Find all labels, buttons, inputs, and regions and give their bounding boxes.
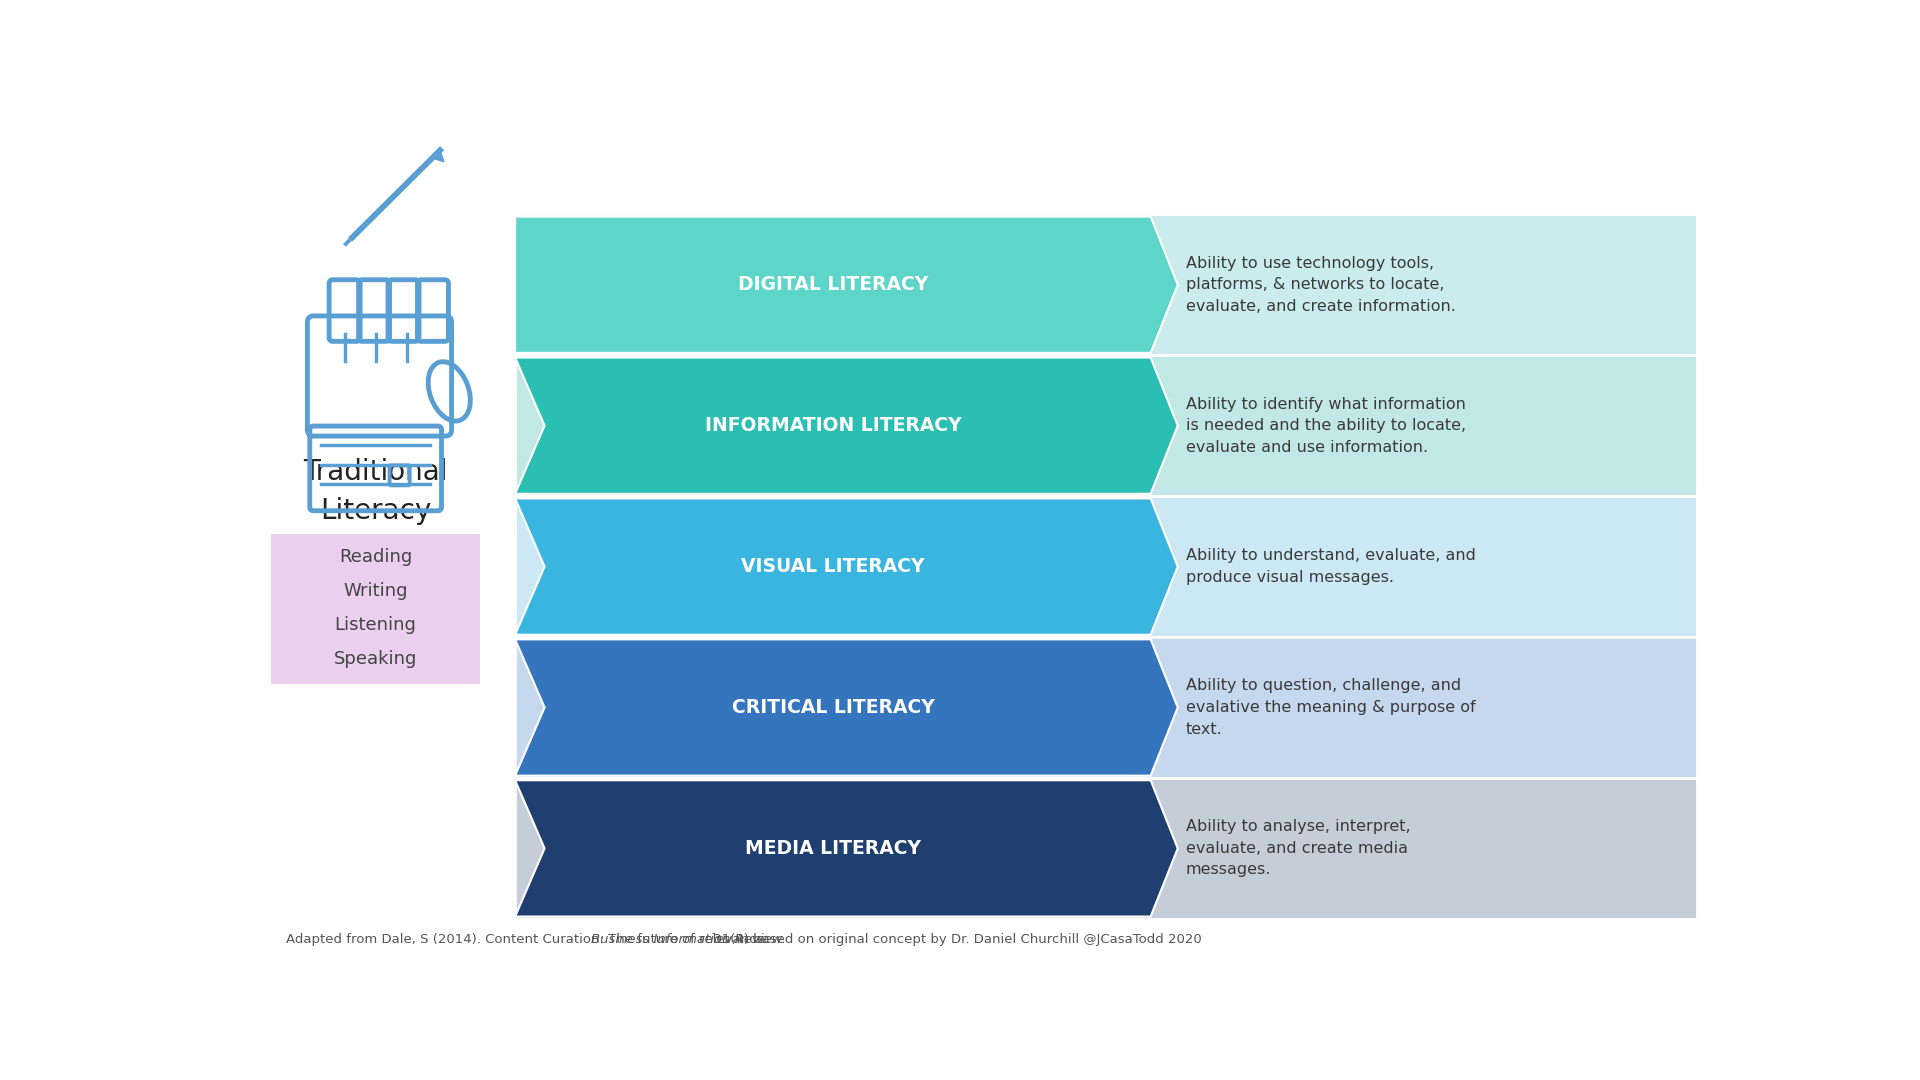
Text: Listening: Listening	[334, 616, 417, 634]
Bar	[515, 496, 1697, 637]
Text: Speaking: Speaking	[334, 649, 417, 667]
Polygon shape	[515, 780, 1177, 917]
Text: Reading: Reading	[340, 548, 413, 566]
Text: Business Information Review.: Business Information Review.	[591, 933, 785, 946]
Text: CRITICAL LITERACY: CRITICAL LITERACY	[732, 698, 935, 717]
Text: DIGITAL LITERACY: DIGITAL LITERACY	[737, 275, 927, 294]
Text: 31(4) based on original concept by Dr. Daniel Churchill @JCasaTodd 2020: 31(4) based on original concept by Dr. D…	[708, 933, 1202, 946]
Text: Adapted from Dale, S (2014). Content Curation: The future of relevance.: Adapted from Dale, S (2014). Content Cur…	[286, 933, 774, 946]
Text: Writing: Writing	[344, 582, 407, 599]
Text: Ability to understand, evaluate, and
produce visual messages.: Ability to understand, evaluate, and pro…	[1185, 549, 1475, 585]
Text: Ability to identify what information
is needed and the ability to locate,
evalua: Ability to identify what information is …	[1185, 396, 1465, 455]
Text: Ability to analyse, interpret,
evaluate, and create media
messages.: Ability to analyse, interpret, evaluate,…	[1185, 820, 1409, 877]
Bar	[515, 778, 1697, 919]
Bar	[515, 214, 1697, 355]
Bar	[515, 355, 1697, 496]
Text: Ability to use technology tools,
platforms, & networks to locate,
evaluate, and : Ability to use technology tools, platfor…	[1185, 256, 1455, 314]
Text: Ability to question, challenge, and
evalative the meaning & purpose of
text.: Ability to question, challenge, and eval…	[1185, 678, 1475, 737]
Text: VISUAL LITERACY: VISUAL LITERACY	[741, 557, 925, 576]
Text: MEDIA LITERACY: MEDIA LITERACY	[745, 839, 922, 858]
Polygon shape	[515, 217, 1177, 353]
Polygon shape	[515, 357, 1177, 494]
Bar	[515, 637, 1697, 778]
FancyBboxPatch shape	[271, 534, 480, 684]
Text: Traditional
Literacy: Traditional Literacy	[303, 458, 447, 525]
Polygon shape	[515, 499, 1177, 635]
Polygon shape	[432, 150, 444, 162]
Text: INFORMATION LITERACY: INFORMATION LITERACY	[705, 416, 962, 435]
Polygon shape	[515, 639, 1177, 775]
